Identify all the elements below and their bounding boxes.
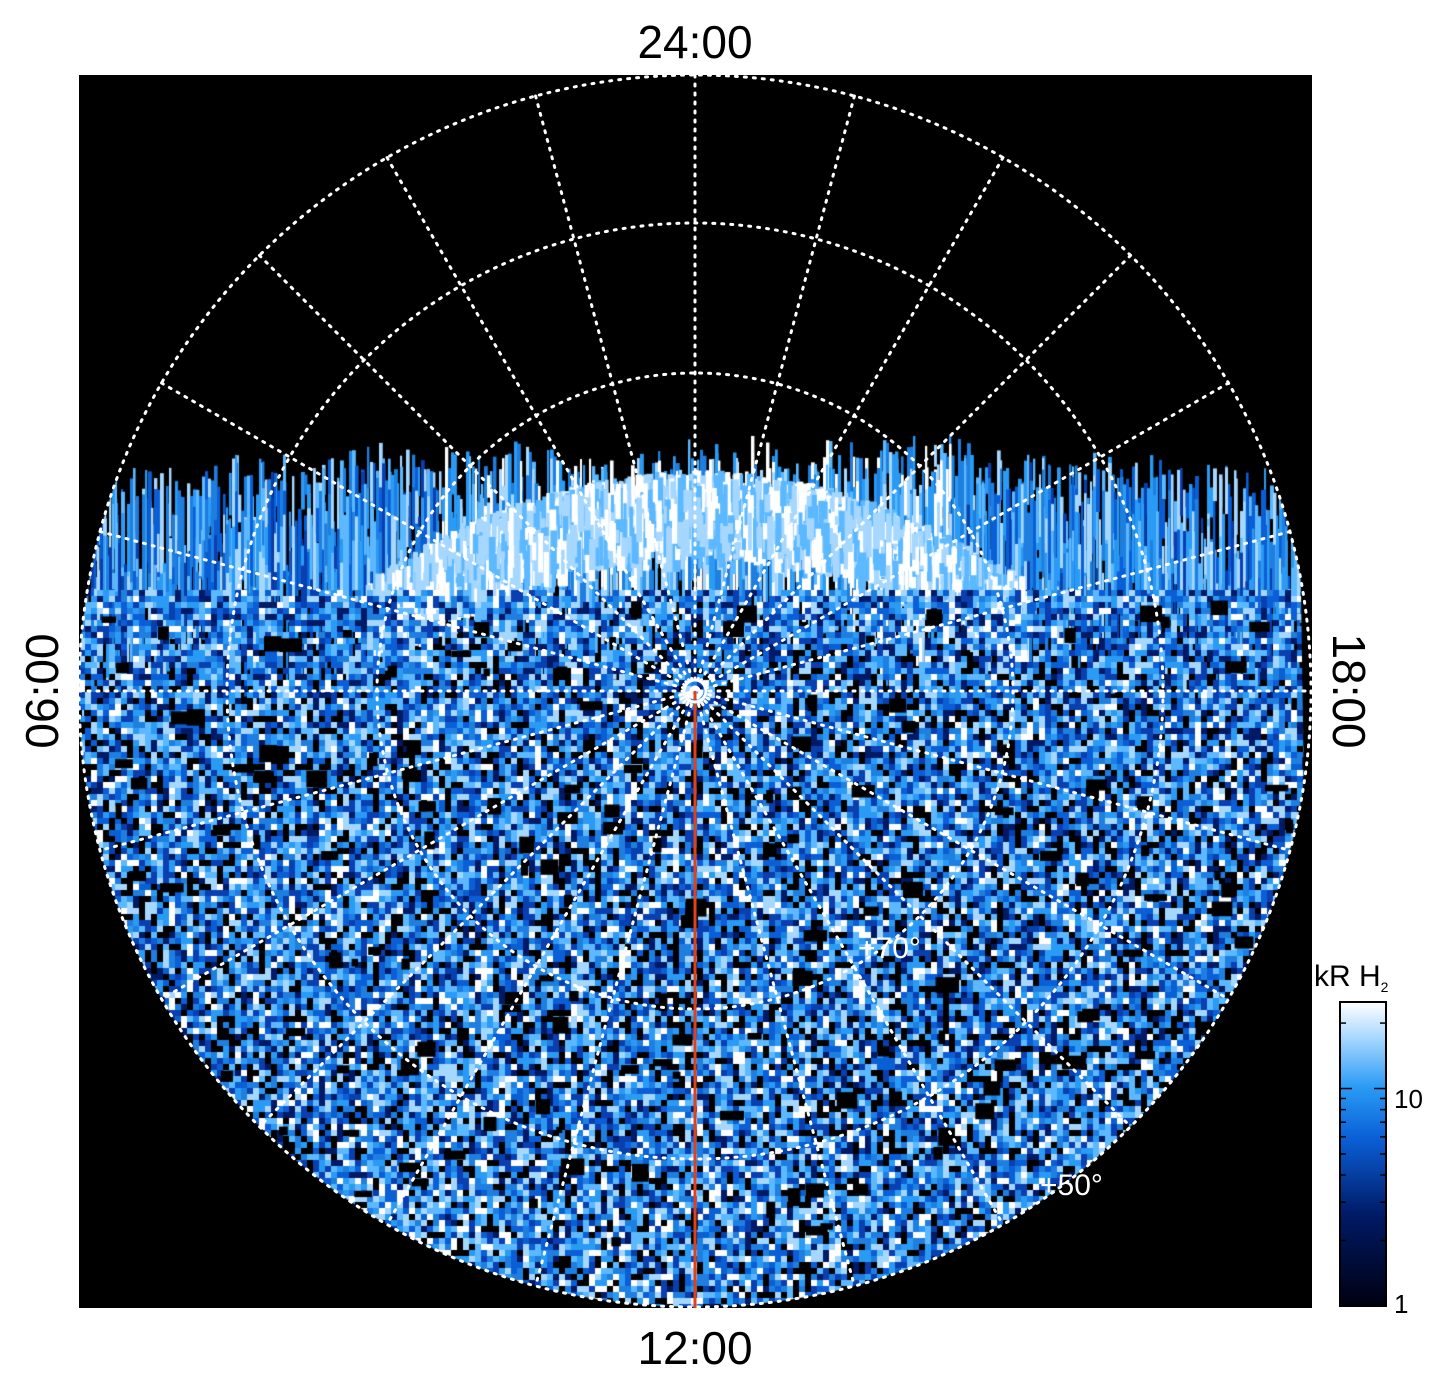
longitude-line xyxy=(534,94,856,1288)
longitude-line xyxy=(534,94,856,1288)
colorbar-tick-label-1: 1 xyxy=(1394,1289,1408,1319)
local-time-label-left: 06:00 xyxy=(16,633,68,748)
longitude-line xyxy=(98,530,1292,852)
latitude-label-70: +70° xyxy=(858,932,921,965)
longitude-line xyxy=(98,530,1292,852)
colorbar-scale xyxy=(1339,1001,1387,1307)
latitude-circle xyxy=(225,221,1165,1161)
longitude-line xyxy=(385,156,1005,1226)
colorbar-title: kR H2 xyxy=(1314,960,1389,995)
local-time-label-top: 24:00 xyxy=(637,16,752,68)
colorbar-title-subscript: 2 xyxy=(1381,979,1389,995)
latitude-label-50: +50° xyxy=(1040,1169,1103,1202)
pole-marker xyxy=(682,678,708,704)
colorbar-tick-label-10: 10 xyxy=(1394,1084,1423,1114)
longitude-line xyxy=(257,253,1133,1129)
local-time-label-right: 18:00 xyxy=(1323,633,1375,748)
longitude-line xyxy=(160,381,1230,1001)
longitude-line xyxy=(257,253,1133,1129)
latitude-circle xyxy=(79,75,1312,1308)
colorbar: kR H2 10 1 xyxy=(1314,960,1423,1319)
local-time-label-bottom: 12:00 xyxy=(637,1322,752,1374)
longitude-line xyxy=(160,381,1230,1001)
longitude-line xyxy=(385,156,1005,1226)
